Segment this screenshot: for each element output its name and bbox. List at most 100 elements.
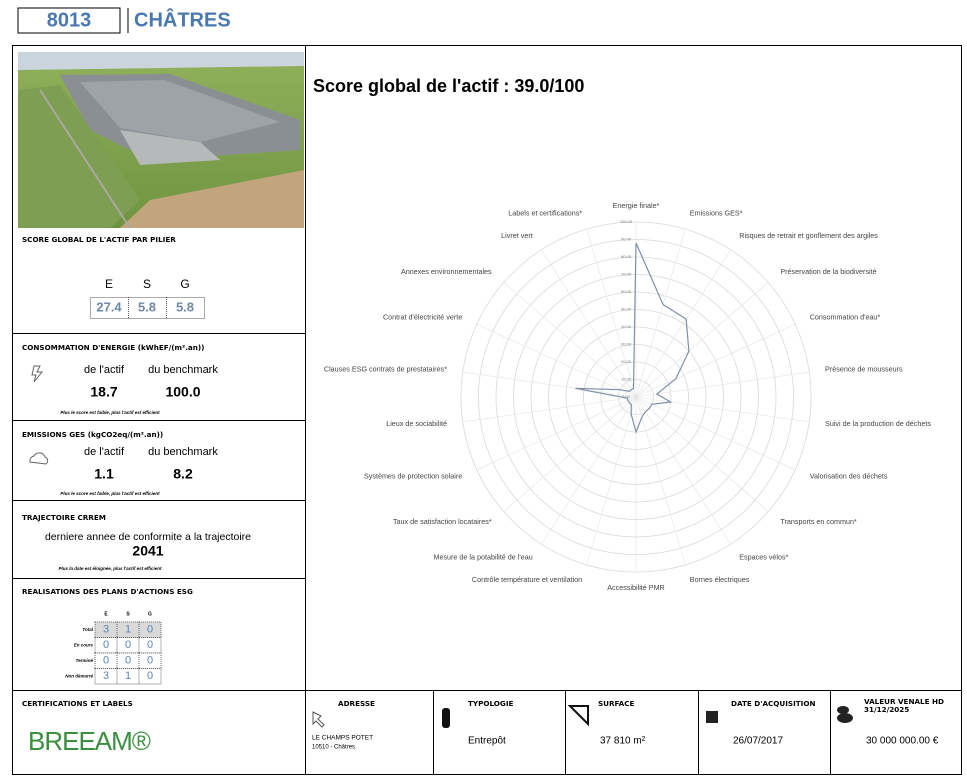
score-polygon xyxy=(575,243,689,432)
axis-label: Valorisation des déchets xyxy=(810,471,888,480)
tick-label: 70.00 xyxy=(621,272,632,277)
section-title: CONSOMMATION D'ENERGIE (kWhEF/(m².an)) xyxy=(22,343,204,352)
axis-label: Systèmes de protection solaire xyxy=(364,471,462,480)
column-label: de l'actif xyxy=(84,446,125,458)
breeam-logo: BREEAM® xyxy=(28,726,151,756)
axis-label: Energie finale* xyxy=(613,201,660,210)
cell-value: 0 xyxy=(125,655,131,667)
tick-label: 50.00 xyxy=(621,307,632,312)
tick-label: 30.00 xyxy=(621,342,632,347)
footer-title: 31/12/2025 xyxy=(864,705,909,714)
tick-label: 80.00 xyxy=(621,254,632,259)
note: Plus la date est éloignée, plus l'actif … xyxy=(58,566,162,571)
benchmark-value: 100.0 xyxy=(165,384,200,400)
asset-city: CHÂTRES xyxy=(134,7,231,31)
money-icon xyxy=(837,706,849,714)
note: Plus le score est faible, plus l'actif e… xyxy=(60,491,160,496)
axis-label: Mesure de la potabilité de l'eau xyxy=(433,553,532,562)
page: 8013 CHÂTRES SCORE GLOBAL DE L'ACTIF PAR… xyxy=(0,0,967,776)
pillar-label: E xyxy=(105,277,113,291)
column-label: de l'actif xyxy=(84,364,125,376)
axis-label: Bornes électriques xyxy=(690,575,750,584)
asset-code: 8013 xyxy=(47,9,92,31)
cloud-icon xyxy=(30,453,48,464)
footer-title: DATE D'ACQUISITION xyxy=(731,699,815,708)
pillar-label: G xyxy=(180,277,189,291)
axis-label: Contrôle température et ventilation xyxy=(472,575,582,584)
asset-value: 1.1 xyxy=(94,466,114,482)
column-label: du benchmark xyxy=(148,364,218,376)
axis-line xyxy=(463,372,636,397)
tick-label: 40.00 xyxy=(621,324,632,329)
axis-line xyxy=(636,372,809,397)
axis-label: Transports en commun* xyxy=(780,517,857,526)
surface-icon xyxy=(570,706,588,724)
section-title: TRAJECTOIRE CRREM xyxy=(22,513,106,522)
typology-icon xyxy=(442,708,450,728)
axis-line xyxy=(504,282,636,397)
cell-value: 0 xyxy=(103,655,109,667)
tick-label: 20.00 xyxy=(621,359,632,364)
row-label: Total xyxy=(82,627,93,632)
footer-value: Entrepôt xyxy=(468,736,506,747)
radar-chart: Energie finale* Emissions GES* Risques de … xyxy=(324,201,931,592)
column-label: du benchmark xyxy=(148,446,218,458)
axis-label: Présence de mousseurs xyxy=(825,365,903,374)
note: Plus le score est faible, plus l'actif e… xyxy=(60,410,160,415)
cell-value: 3 xyxy=(103,670,109,682)
axis-label: Emissions GES* xyxy=(690,209,743,218)
axis-label: Livret vert xyxy=(501,231,533,240)
footer-title: ADRESSE xyxy=(338,699,375,708)
cell-value: 1 xyxy=(125,624,131,636)
cell-value: 1 xyxy=(125,670,131,682)
crrem-year: 2041 xyxy=(132,543,163,559)
axis-label: Annexes environnementales xyxy=(401,267,492,276)
axis-label: Risques de retrait et gonflement des arg… xyxy=(739,231,878,240)
benchmark-value: 8.2 xyxy=(173,466,193,482)
row-label: En cours xyxy=(74,642,94,647)
crrem-text: derniere annee de conformite a la trajec… xyxy=(45,531,251,543)
row-label: Non démarré xyxy=(65,673,93,678)
column-label: E xyxy=(104,611,108,617)
cell-value: 0 xyxy=(147,670,153,682)
axis-label: Contrat d'électricité verte xyxy=(383,313,462,322)
cell-value: 0 xyxy=(147,639,153,651)
money-icon xyxy=(837,713,853,723)
row-label: Terminé xyxy=(76,658,94,663)
axis-label: Lieux de sociabilité xyxy=(386,419,447,428)
pillar-value: 5.8 xyxy=(176,299,194,314)
footer-title: CERTIFICATIONS ET LABELS xyxy=(22,699,133,708)
address-icon xyxy=(313,712,324,727)
tick-label: 90.00 xyxy=(621,237,632,242)
footer-title: TYPOLOGIE xyxy=(468,699,513,708)
axis-label: Consommation d'eau* xyxy=(810,313,881,322)
axis-label: Préservation de la biodiversité xyxy=(780,267,876,276)
cell-value: 0 xyxy=(147,655,153,667)
address-line: 10510 - Châtres xyxy=(312,745,355,751)
axis-line xyxy=(463,397,636,422)
axis-label: Taux de satisfaction locataires* xyxy=(393,517,492,526)
column-label: G xyxy=(148,611,152,617)
tick-label: 10.00 xyxy=(621,377,632,382)
footer-title: SURFACE xyxy=(598,699,634,708)
energy-icon xyxy=(32,366,42,382)
section-title: REALISATIONS DES PLANS D'ACTIONS ESG xyxy=(22,587,193,596)
tick-label: 60.00 xyxy=(621,289,632,294)
axis-line xyxy=(636,397,809,422)
calendar-icon xyxy=(706,711,718,723)
axis-label: Espaces vélos* xyxy=(739,553,788,562)
axis-label: Clauses ESG contrats de prestataires* xyxy=(324,365,447,374)
asset-value: 18.7 xyxy=(90,384,117,400)
axis-line xyxy=(636,282,768,397)
cell-value: 3 xyxy=(103,624,109,636)
footer-value: 30 000 000.00 € xyxy=(866,736,939,747)
footer-value: 37 810 m² xyxy=(600,736,646,747)
cell-value: 0 xyxy=(147,624,153,636)
pillar-label: S xyxy=(143,277,151,291)
cell-value: 0 xyxy=(103,639,109,651)
chart-title: Score global de l'actif : 39.0/100 xyxy=(313,76,584,96)
section-title: EMISSIONS GES (kgCO2eq/(m².an)) xyxy=(22,430,163,439)
axis-label: Suivi de la production de déchets xyxy=(825,419,931,428)
pillar-value: 27.4 xyxy=(96,299,122,314)
axis-line xyxy=(636,397,768,512)
